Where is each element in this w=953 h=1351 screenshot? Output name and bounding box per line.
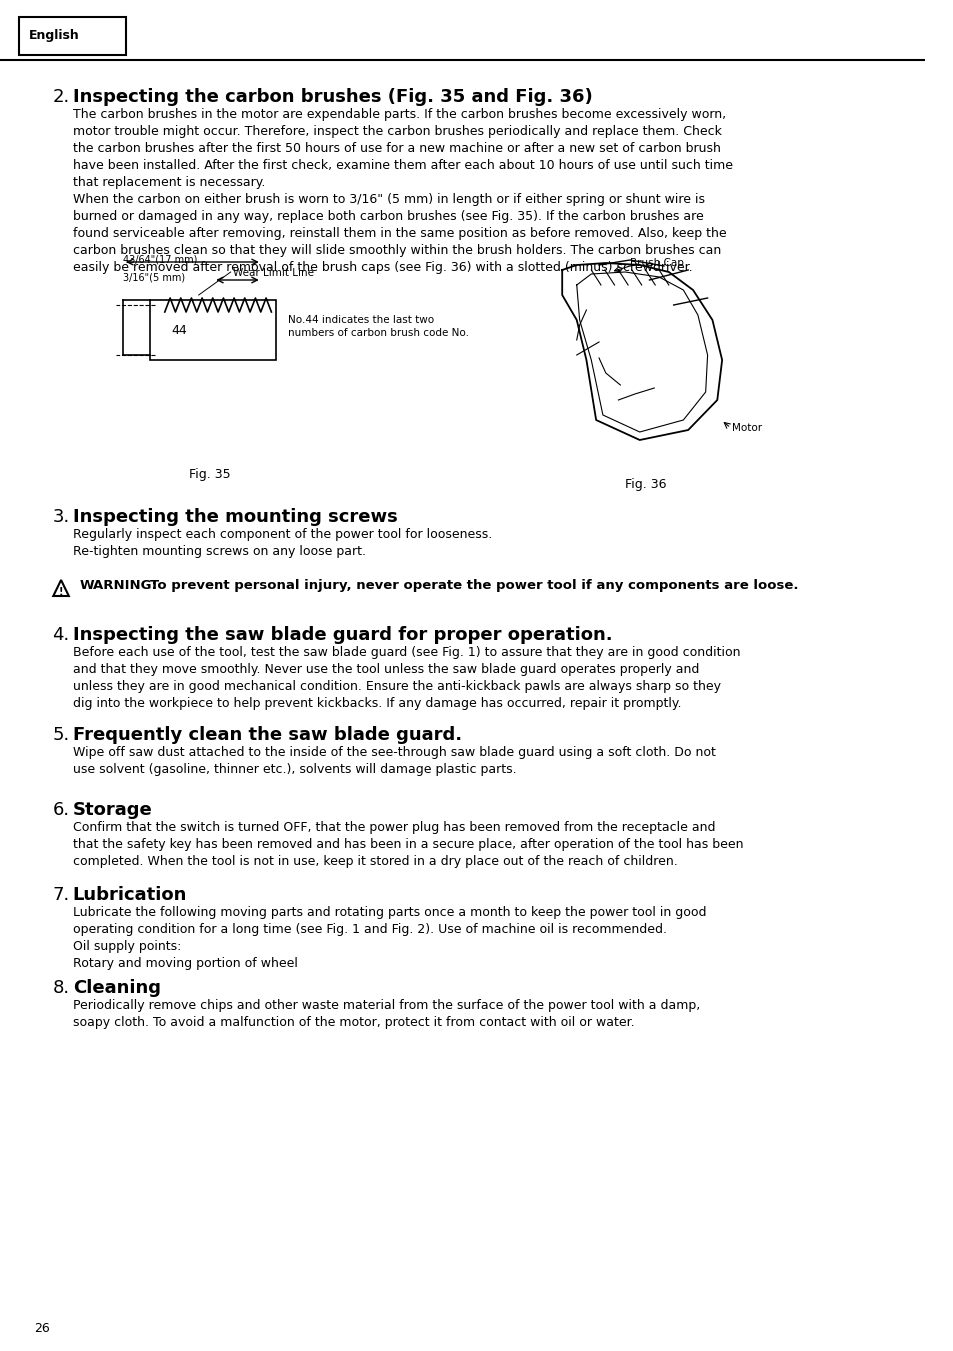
Text: The carbon brushes in the motor are expendable parts. If the carbon brushes beco: The carbon brushes in the motor are expe… — [72, 108, 732, 274]
Text: 44: 44 — [172, 323, 187, 336]
Text: Regularly inspect each component of the power tool for looseness.
Re-tighten mou: Regularly inspect each component of the … — [72, 528, 492, 558]
Text: !: ! — [59, 586, 63, 597]
Text: 3.: 3. — [52, 508, 70, 526]
Text: To prevent personal injury, never operate the power tool if any components are l: To prevent personal injury, never operat… — [150, 580, 798, 592]
Text: English: English — [29, 30, 80, 42]
Text: Brush Cap: Brush Cap — [629, 258, 683, 267]
Text: 7.: 7. — [52, 886, 70, 904]
Text: Storage: Storage — [72, 801, 152, 819]
Text: WARNING:: WARNING: — [79, 580, 157, 592]
Text: Fig. 35: Fig. 35 — [189, 467, 231, 481]
Text: Inspecting the carbon brushes (Fig. 35 and Fig. 36): Inspecting the carbon brushes (Fig. 35 a… — [72, 88, 592, 105]
Text: No.44 indicates the last two
numbers of carbon brush code No.: No.44 indicates the last two numbers of … — [288, 315, 468, 338]
Text: Inspecting the saw blade guard for proper operation.: Inspecting the saw blade guard for prope… — [72, 626, 612, 644]
Text: Before each use of the tool, test the saw blade guard (see Fig. 1) to assure tha: Before each use of the tool, test the sa… — [72, 646, 740, 711]
Text: Wipe off saw dust attached to the inside of the see-through saw blade guard usin: Wipe off saw dust attached to the inside… — [72, 746, 715, 775]
Text: Frequently clean the saw blade guard.: Frequently clean the saw blade guard. — [72, 725, 461, 744]
Text: 4.: 4. — [52, 626, 70, 644]
Text: Wear Limit Line: Wear Limit Line — [233, 267, 314, 278]
Text: Cleaning: Cleaning — [72, 979, 160, 997]
Text: 6.: 6. — [52, 801, 70, 819]
Text: Periodically remove chips and other waste material from the surface of the power: Periodically remove chips and other wast… — [72, 998, 700, 1029]
Text: Inspecting the mounting screws: Inspecting the mounting screws — [72, 508, 397, 526]
FancyBboxPatch shape — [19, 18, 126, 55]
Text: 43/64"(17 mm): 43/64"(17 mm) — [123, 255, 197, 265]
Text: Lubricate the following moving parts and rotating parts once a month to keep the: Lubricate the following moving parts and… — [72, 907, 705, 970]
Text: 3/16"(5 mm): 3/16"(5 mm) — [123, 273, 185, 282]
Text: Motor: Motor — [731, 423, 761, 434]
Bar — [150, 300, 276, 359]
Text: Fig. 36: Fig. 36 — [624, 478, 666, 490]
Text: 8.: 8. — [52, 979, 70, 997]
Text: 2.: 2. — [52, 88, 70, 105]
Text: 26: 26 — [34, 1323, 50, 1335]
Text: Lubrication: Lubrication — [72, 886, 187, 904]
Text: Confirm that the switch is turned OFF, that the power plug has been removed from: Confirm that the switch is turned OFF, t… — [72, 821, 742, 867]
Text: 5.: 5. — [52, 725, 70, 744]
